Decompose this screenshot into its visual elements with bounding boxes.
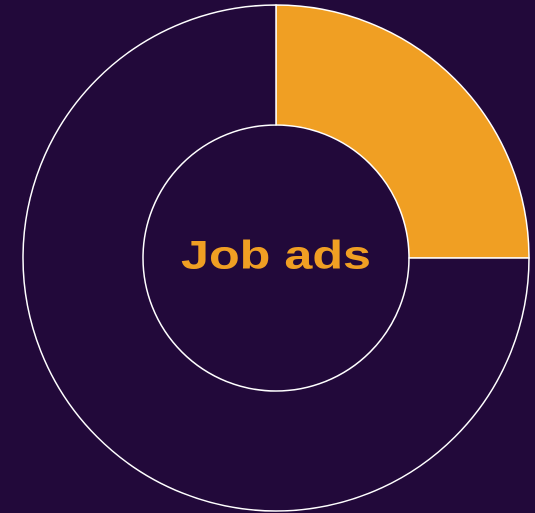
center-label: Job ads: [181, 234, 371, 278]
slices: [22, 4, 530, 512]
slice: [22, 4, 530, 512]
slice: [275, 4, 530, 259]
